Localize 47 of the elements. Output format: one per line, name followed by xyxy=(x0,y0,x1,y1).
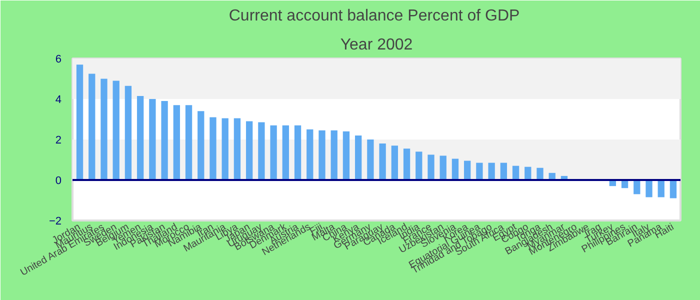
bar xyxy=(391,146,398,180)
bar xyxy=(342,131,350,180)
bar xyxy=(112,80,120,180)
bar xyxy=(234,118,241,180)
chart-subtitle: Year 2002 xyxy=(340,36,413,54)
bar xyxy=(318,130,326,180)
bar xyxy=(100,78,108,180)
bar xyxy=(76,64,84,180)
chart-title: Current account balance Percent of GDP xyxy=(228,8,520,24)
bar xyxy=(416,152,422,180)
y-tick-label: −2 xyxy=(48,216,62,228)
bar xyxy=(185,105,192,180)
bar xyxy=(428,154,434,180)
bar xyxy=(88,74,96,180)
bar xyxy=(136,96,144,180)
bar xyxy=(124,86,132,180)
bar xyxy=(476,162,483,180)
y-tick-label: 0 xyxy=(55,175,62,187)
bar xyxy=(210,117,216,180)
bar xyxy=(403,148,410,180)
bar xyxy=(270,125,277,180)
bar xyxy=(330,130,338,180)
bar xyxy=(246,121,253,180)
bar xyxy=(500,162,507,180)
bar xyxy=(173,105,180,180)
y-tick-label: 2 xyxy=(55,134,62,146)
y-tick-label: 4 xyxy=(55,94,62,106)
y-tick-label: 6 xyxy=(55,54,62,66)
bar xyxy=(198,111,204,180)
bar xyxy=(222,118,228,180)
bar xyxy=(452,158,459,180)
bar xyxy=(355,135,362,180)
bar xyxy=(282,125,289,180)
bar xyxy=(536,168,544,180)
bar xyxy=(258,122,265,180)
bar xyxy=(149,99,156,180)
bar xyxy=(440,156,446,180)
bar xyxy=(464,160,471,180)
bar xyxy=(379,144,386,180)
bar xyxy=(306,129,314,180)
bar xyxy=(670,180,677,198)
bar xyxy=(294,125,302,180)
bar xyxy=(646,180,652,198)
bar xyxy=(161,101,168,180)
bar xyxy=(367,140,374,180)
bar xyxy=(488,162,495,180)
bar xyxy=(658,180,664,198)
